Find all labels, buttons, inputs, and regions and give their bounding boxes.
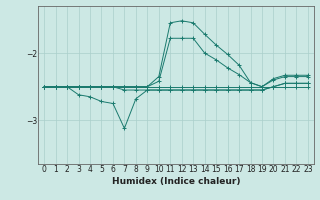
X-axis label: Humidex (Indice chaleur): Humidex (Indice chaleur): [112, 177, 240, 186]
